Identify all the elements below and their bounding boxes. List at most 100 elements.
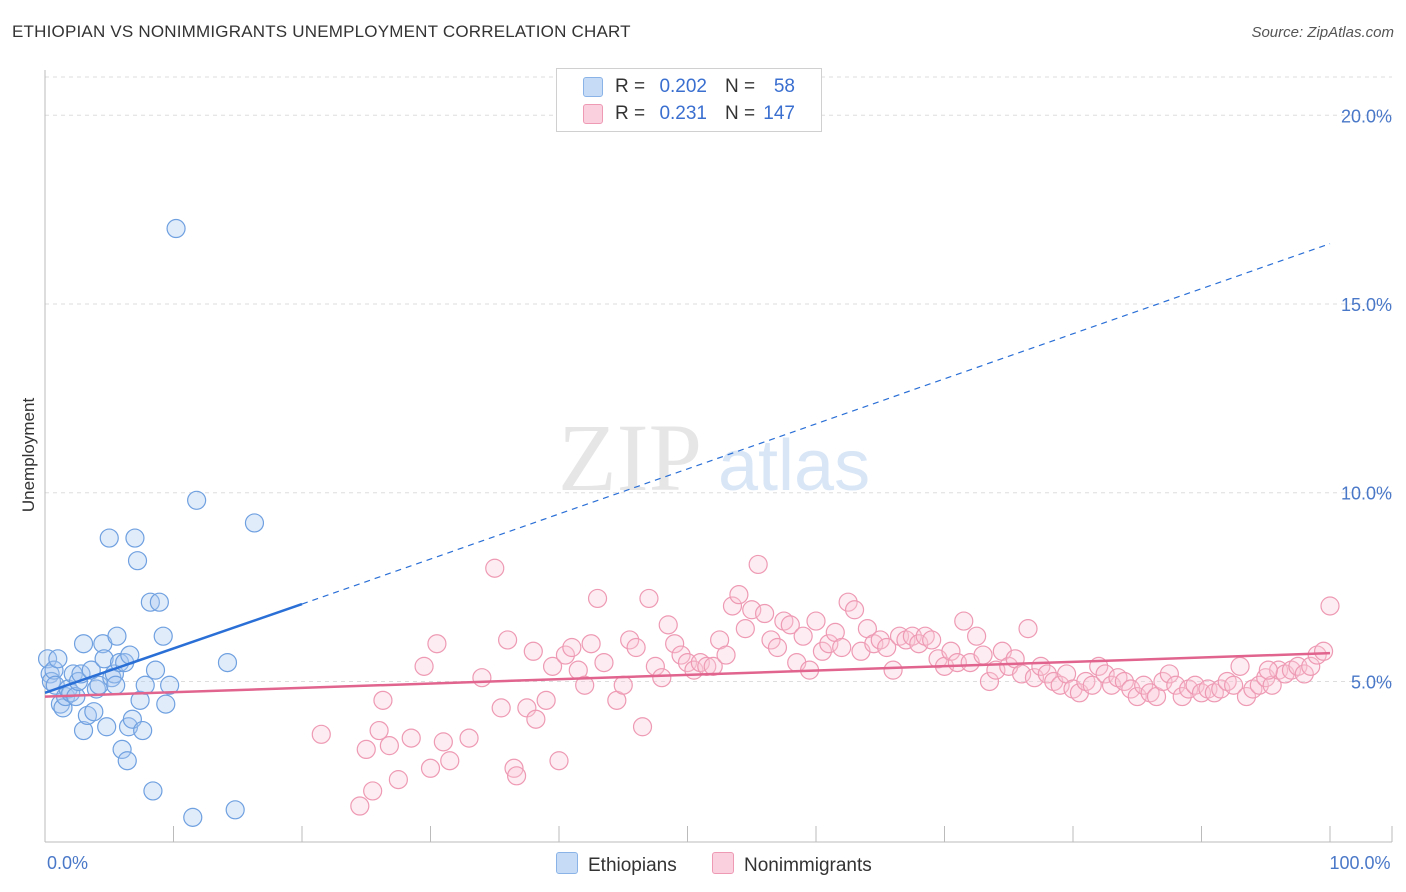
- nonimmigrants-point: [632, 717, 653, 737]
- ethiopians-point: [153, 626, 173, 646]
- nonimmigrants-point: [671, 645, 691, 665]
- nonimmigrants-point: [1172, 686, 1192, 707]
- nonimmigrants-point: [427, 634, 447, 654]
- nonimmigrants-point: [870, 630, 890, 650]
- nonimmigrants-point: [1095, 664, 1115, 684]
- ethiopians-point: [94, 649, 114, 669]
- ethiopians-point: [156, 694, 176, 714]
- nonimmigrants-point: [767, 637, 788, 658]
- nonimmigrants-point: [1024, 668, 1045, 688]
- nonimmigrants-point: [363, 781, 383, 801]
- nonimmigrants-point: [883, 660, 903, 680]
- r-label: R =: [615, 103, 646, 124]
- nonimmigrants-point: [793, 626, 813, 646]
- nonimmigrants-point: [1166, 675, 1186, 695]
- ethiopians-point: [37, 649, 58, 669]
- nonimmigrants-point: [504, 758, 524, 778]
- nonimmigrants-point: [620, 630, 640, 650]
- nonimmigrants-point: [388, 770, 408, 790]
- nonimmigrants-point: [350, 796, 370, 816]
- nonimmigrants-point: [1301, 656, 1321, 676]
- ethiopians-point: [130, 690, 150, 710]
- nonimmigrants-point: [729, 585, 749, 605]
- nonimmigrants-trend-line: [44, 651, 1331, 698]
- ethiopians-point: [99, 528, 119, 548]
- nonimmigrants-point: [472, 668, 492, 688]
- nonimmigrants-swatch: [583, 104, 603, 124]
- nonimmigrants-point: [658, 615, 678, 635]
- nonimmigrants-point: [459, 728, 479, 748]
- nonimmigrants-point: [555, 645, 576, 665]
- watermark-zip: ZIP: [558, 404, 702, 511]
- grid-lines: [45, 76, 1392, 682]
- nonimmigrants-point: [414, 656, 434, 676]
- nonimmigrants-point: [754, 603, 775, 624]
- nonimmigrants-point: [1018, 619, 1038, 639]
- y-tick-label: 15.0%: [1341, 295, 1392, 315]
- nonimmigrants-point: [373, 690, 393, 710]
- ethiopians-point: [107, 626, 127, 646]
- ethiopians-point: [48, 649, 68, 669]
- ethiopians-point: [217, 652, 238, 673]
- nonimmigrants-point: [1230, 656, 1250, 676]
- n-label: N =: [725, 103, 756, 124]
- ethiopians-swatch: [583, 77, 603, 97]
- nonimmigrants-point: [356, 739, 376, 760]
- ethiopians-point: [44, 660, 64, 680]
- nonimmigrants-point: [1258, 660, 1278, 680]
- ethiopians-point: [187, 490, 207, 510]
- nonimmigrants-point: [401, 728, 421, 748]
- nonimmigrants-point: [1236, 686, 1257, 707]
- nonimmigrants-point: [832, 637, 852, 658]
- nonimmigrants-point: [1127, 686, 1147, 707]
- ethiopians-point: [53, 698, 73, 718]
- nonimmigrants-point: [909, 634, 929, 654]
- nonimmigrants-point: [526, 709, 546, 729]
- nonimmigrants-point: [780, 615, 800, 635]
- nonimmigrants-point: [838, 592, 858, 612]
- nonimmigrants-point: [1224, 675, 1244, 695]
- ethiopians-point: [112, 739, 132, 760]
- nonimmigrants-point: [1121, 679, 1141, 699]
- nonimmigrants-point: [806, 611, 826, 631]
- nonimmigrants-point: [1153, 671, 1173, 692]
- nonimmigrants-point: [491, 698, 511, 718]
- ethiopians-point: [160, 675, 180, 695]
- ethiopians-point: [125, 528, 145, 548]
- chart-title: ETHIOPIAN VS NONIMMIGRANTS UNEMPLOYMENT …: [12, 22, 631, 41]
- nonimmigrants-point: [941, 641, 961, 661]
- nonimmigrants-point: [379, 736, 399, 756]
- nonimmigrants-point: [1114, 671, 1135, 692]
- ethiopians-point: [109, 652, 130, 673]
- nonimmigrants-point: [761, 630, 781, 650]
- nonimmigrants-r-value: 0.231: [659, 103, 707, 124]
- nonimmigrants-point: [587, 588, 608, 609]
- ethiopians-point: [84, 702, 104, 722]
- ethiopians-point: [133, 720, 153, 741]
- y-tick-label: 10.0%: [1341, 484, 1392, 504]
- nonimmigrants-legend-swatch: [712, 852, 734, 874]
- ethiopians-r-value: 0.202: [659, 76, 707, 97]
- bottom-legend-nonimmigrants: Nonimmigrants: [712, 852, 872, 877]
- nonimmigrants-point: [613, 675, 633, 695]
- nonimmigrants-point: [748, 554, 768, 575]
- nonimmigrants-point: [877, 637, 897, 658]
- ethiopians-trend-line: [44, 602, 303, 694]
- nonimmigrants-point: [1101, 675, 1122, 695]
- nonimmigrants-point: [536, 690, 556, 710]
- legend-row-ethiopians: R = 0.202 N = 58: [557, 74, 821, 100]
- trend-lines: [44, 243, 1331, 698]
- nonimmigrants-point: [1185, 675, 1205, 695]
- ethiopians-point: [117, 751, 137, 771]
- nonimmigrants-point: [498, 630, 518, 650]
- data-points: [37, 218, 1340, 827]
- r-label: R =: [615, 76, 646, 97]
- nonimmigrants-point: [742, 600, 762, 620]
- ethiopians-trend-extension: [301, 243, 1331, 605]
- nonimmigrants-point: [1294, 664, 1314, 684]
- nonimmigrants-point: [812, 641, 833, 661]
- y-tick-label: 5.0%: [1351, 672, 1392, 692]
- nonimmigrants-point: [575, 675, 595, 695]
- nonimmigrants-point: [979, 671, 1000, 692]
